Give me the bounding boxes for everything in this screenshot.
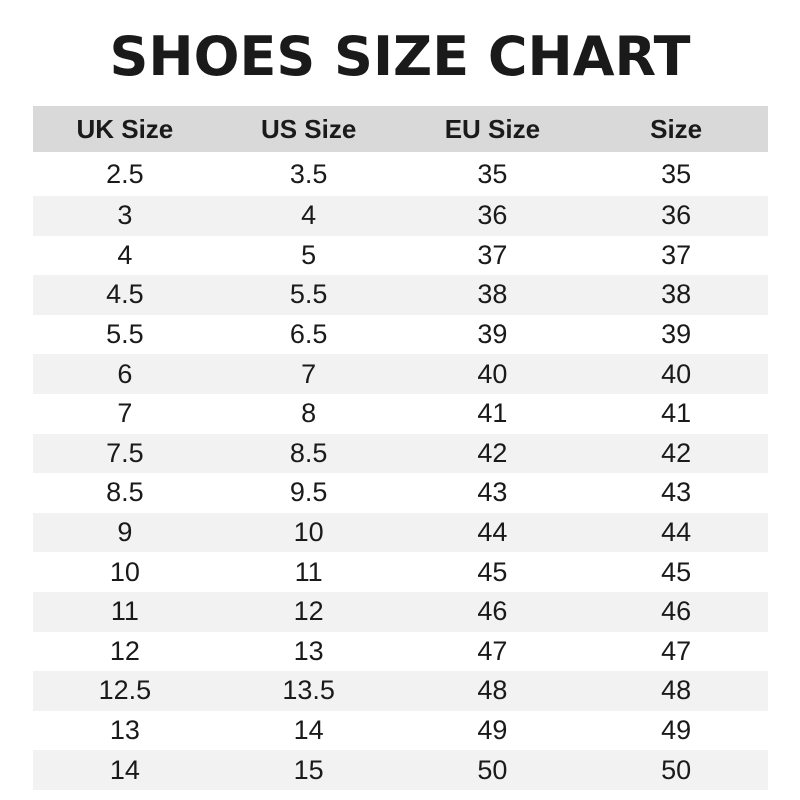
cell-size: 40: [661, 358, 692, 389]
cell-us-size: 7: [301, 358, 317, 389]
table-row: 12.5 13.5 48 48: [33, 671, 768, 711]
table-row: 6 7 40 40: [33, 354, 768, 394]
cell-size: 38: [661, 279, 692, 310]
cell-uk-size: 5.5: [106, 319, 144, 350]
cell-uk-size: 8.5: [106, 477, 144, 508]
cell-eu-size: 47: [477, 635, 508, 666]
cell-size: 48: [661, 675, 692, 706]
table-row: 14 15 50 50: [33, 750, 768, 790]
page-title: SHOES SIZE CHART: [109, 25, 691, 88]
cell-us-size: 13: [293, 635, 324, 666]
table-row: 13 14 49 49: [33, 711, 768, 751]
cell-eu-size: 44: [477, 517, 508, 548]
cell-us-size: 5.5: [289, 279, 328, 310]
cell-us-size: 11: [294, 556, 323, 587]
cell-size: 43: [661, 477, 692, 508]
cell-us-size: 13.5: [282, 675, 335, 706]
table-row: 12 13 47 47: [33, 632, 768, 672]
cell-size: 42: [661, 437, 692, 468]
cell-us-size: 14: [293, 715, 324, 746]
cell-size: 41: [661, 398, 692, 429]
cell-us-size: 12: [293, 596, 324, 627]
table-row: 3 4 36 36: [33, 196, 768, 236]
cell-eu-size: 48: [477, 675, 508, 706]
cell-eu-size: 40: [477, 358, 508, 389]
cell-eu-size: 35: [477, 158, 508, 189]
cell-uk-size: 9: [117, 517, 133, 548]
cell-us-size: 10: [293, 517, 324, 548]
cell-eu-size: 37: [477, 239, 508, 270]
cell-uk-size: 12.5: [98, 675, 152, 706]
cell-eu-size: 50: [477, 754, 508, 785]
column-header-size: Size: [650, 113, 703, 144]
cell-size: 49: [661, 715, 692, 746]
cell-size: 44: [661, 517, 692, 548]
table-row: 10 11 45 45: [33, 552, 768, 592]
cell-us-size: 6.5: [289, 319, 328, 350]
cell-uk-size: 2.5: [106, 158, 144, 189]
cell-eu-size: 39: [477, 319, 508, 350]
cell-uk-size: 6: [117, 358, 133, 389]
table-row: 4.5 5.5 38 38: [33, 275, 768, 315]
cell-size: 46: [661, 596, 692, 627]
cell-size: 35: [661, 158, 692, 189]
cell-uk-size: 11: [110, 596, 139, 627]
cell-us-size: 3.5: [289, 158, 328, 189]
table-header-row: UK Size US Size EU Size Size: [33, 106, 768, 152]
cell-size: 50: [661, 754, 692, 785]
cell-us-size: 15: [293, 754, 324, 785]
cell-eu-size: 45: [477, 556, 508, 587]
cell-size: 37: [661, 239, 692, 270]
table-row: 7 8 41 41: [33, 394, 768, 434]
cell-eu-size: 42: [477, 437, 508, 468]
cell-uk-size: 7: [117, 398, 133, 429]
table-row: 4 5 37 37: [33, 236, 768, 276]
cell-size: 36: [661, 200, 692, 231]
column-header-us-size: US Size: [260, 113, 357, 144]
cell-size: 45: [661, 556, 692, 587]
cell-eu-size: 46: [477, 596, 508, 627]
column-header-eu-size: EU Size: [444, 113, 541, 144]
cell-uk-size: 4: [117, 239, 133, 270]
cell-uk-size: 14: [109, 754, 140, 785]
cell-size: 47: [661, 635, 692, 666]
cell-uk-size: 13: [109, 715, 140, 746]
table-row: 9 10 44 44: [33, 512, 768, 553]
cell-us-size: 8: [301, 398, 317, 429]
cell-uk-size: 7.5: [106, 437, 144, 468]
cell-size: 39: [661, 319, 692, 350]
table-row: 5.5 6.5 39 39: [33, 315, 768, 355]
cell-eu-size: 36: [477, 200, 508, 231]
cell-us-size: 9.5: [289, 477, 328, 508]
cell-us-size: 8.5: [289, 437, 328, 468]
table-row: 8.5 9.5 43 43: [33, 473, 768, 513]
size-chart-table: UK Size US Size EU Size Size 2.5 3.5 35 35 3…: [33, 106, 768, 790]
cell-eu-size: 49: [477, 715, 508, 746]
column-header-uk-size: UK Size: [76, 113, 174, 144]
cell-eu-size: 43: [477, 477, 508, 508]
table-row: 2.5 3.5 35 35: [33, 152, 768, 196]
cell-us-size: 5: [301, 239, 317, 270]
table-row: 7.5 8.5 42 42: [33, 433, 768, 474]
cell-uk-size: 12: [109, 635, 140, 666]
cell-uk-size: 3: [117, 200, 133, 231]
cell-eu-size: 41: [477, 398, 508, 429]
cell-eu-size: 38: [477, 279, 508, 310]
table-row: 11 12 46 46: [33, 591, 768, 632]
cell-us-size: 4: [301, 200, 317, 231]
cell-uk-size: 10: [109, 556, 140, 587]
cell-uk-size: 4.5: [106, 279, 144, 310]
